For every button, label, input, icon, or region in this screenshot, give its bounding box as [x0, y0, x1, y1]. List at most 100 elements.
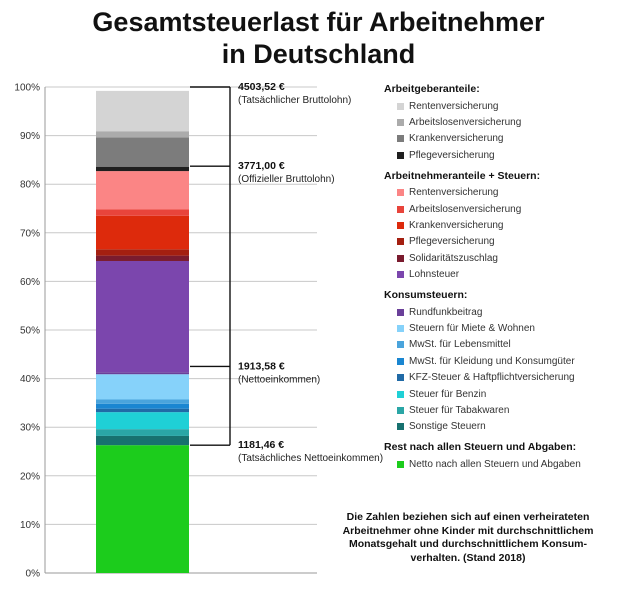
legend-group: Arbeitnehmeranteile + Steuern: Rentenvers…	[384, 169, 634, 283]
legend-swatch	[397, 308, 404, 316]
bar-segment	[96, 399, 189, 404]
legend-item: KFZ-Steuer & Haftpflichtversicherung	[384, 369, 634, 385]
legend-swatch	[397, 254, 404, 262]
annotation-label: (Nettoeinkommen)	[238, 374, 320, 385]
bar-segment	[96, 435, 189, 446]
legend-label: Pflegeversicherung	[409, 236, 495, 248]
bar-segment	[96, 131, 189, 138]
bar-segment	[96, 260, 189, 373]
legend-swatch	[397, 324, 404, 332]
legend-item: Sonstige Steuern	[384, 419, 634, 435]
bar-segment	[96, 445, 189, 573]
y-tick-label: 10%	[20, 520, 40, 531]
y-tick-label: 90%	[20, 131, 40, 142]
legend-item: Krankenversicherung	[384, 217, 634, 233]
legend-item: Steuer für Benzin	[384, 386, 634, 402]
annotation-amount: 1181,46 €	[238, 439, 284, 451]
legend-swatch	[397, 460, 404, 468]
legend-label: Sonstige Steuern	[409, 421, 486, 433]
legend-swatch	[397, 390, 404, 398]
legend-label: Netto nach allen Steuern und Abgaben	[409, 458, 581, 470]
legend-swatch	[397, 135, 404, 143]
legend-label: Solidaritätszuschlag	[409, 252, 498, 264]
legend-item: Pflegeversicherung	[384, 147, 634, 163]
legend: Arbeitgeberanteile: Rentenversicherung Arb…	[384, 82, 634, 477]
legend-swatch	[397, 102, 404, 110]
legend-label: KFZ-Steuer & Haftpflichtversicherung	[409, 372, 575, 384]
legend-swatch	[397, 151, 404, 159]
legend-item: Pflegeversicherung	[384, 234, 634, 250]
legend-item: Steuer für Tabakwaren	[384, 402, 634, 418]
y-tick-label: 60%	[20, 277, 40, 288]
legend-swatch	[397, 238, 404, 246]
legend-item: Arbeitslosenversicherung	[384, 201, 634, 217]
legend-swatch	[397, 406, 404, 414]
legend-swatch	[397, 205, 404, 213]
legend-swatch	[397, 119, 404, 127]
bar-segment	[96, 374, 189, 400]
y-tick-label: 100%	[14, 83, 40, 94]
bar-segment	[96, 372, 189, 375]
legend-label: Rentenversicherung	[409, 100, 499, 112]
legend-item: MwSt. für Lebensmittel	[384, 337, 634, 353]
bar-segment	[96, 429, 189, 436]
bar-segment	[96, 215, 189, 250]
legend-swatch	[397, 341, 404, 349]
legend-item: Arbeitslosenversicherung	[384, 114, 634, 130]
legend-heading: Arbeitnehmeranteile + Steuern:	[384, 169, 541, 182]
legend-label: Steuer für Benzin	[409, 388, 487, 400]
legend-heading: Arbeitgeberanteile:	[384, 83, 480, 95]
bar-segment	[96, 137, 189, 167]
legend-item: Rentenversicherung	[384, 98, 634, 114]
legend-item: Rundfunkbeitrag	[384, 304, 634, 320]
legend-item: MwSt. für Kleidung und Konsumgüter	[384, 353, 634, 369]
y-tick-label: 0%	[26, 569, 41, 580]
annotation-amount: 4503,52 €	[238, 81, 285, 93]
bar-segment	[96, 255, 189, 261]
annotation-label: (Tatsächliches Nettoeinkommen)	[238, 453, 383, 464]
legend-group: Konsumsteuern: Rundfunkbeitrag Steuern für…	[384, 288, 634, 435]
legend-label: Rentenversicherung	[409, 187, 499, 199]
bar-segment	[96, 408, 189, 413]
bar-segment	[96, 166, 189, 172]
bar-segment	[96, 171, 189, 210]
footnote: Die Zahlen beziehen sich auf einen verhe…	[342, 511, 594, 564]
legend-label: Krankenversicherung	[409, 133, 504, 145]
bar-segment	[96, 412, 189, 430]
legend-label: Rundfunkbeitrag	[409, 306, 483, 318]
annotation-amount: 3771,00 €	[238, 160, 285, 172]
legend-item: Netto nach allen Steuern und Abgaben	[384, 456, 634, 472]
legend-swatch	[397, 271, 404, 279]
y-tick-label: 40%	[20, 374, 40, 385]
chart-title-line1: Gesamtsteuerlast für Arbeitnehmer	[92, 7, 545, 37]
legend-label: Pflegeversicherung	[409, 149, 495, 161]
bar-segment	[96, 90, 189, 132]
legend-item: Steuern für Miete & Wohnen	[384, 320, 634, 336]
legend-label: Arbeitslosenversicherung	[409, 117, 522, 129]
bar-segment	[96, 249, 189, 256]
legend-item: Lohnsteuer	[384, 267, 634, 283]
legend-swatch	[397, 374, 404, 382]
y-tick-label: 50%	[20, 326, 40, 337]
legend-group: Arbeitgeberanteile: Rentenversicherung Arb…	[384, 82, 634, 164]
legend-label: Steuer für Tabakwaren	[409, 404, 510, 416]
annotation-label: (Offizieller Bruttolohn)	[238, 174, 335, 185]
legend-item: Solidaritätszuschlag	[384, 250, 634, 266]
annotation-amount: 1913,58 €	[238, 360, 285, 372]
annotation-label: (Tatsächlicher Bruttolohn)	[238, 95, 351, 106]
legend-item: Krankenversicherung	[384, 131, 634, 147]
y-tick-label: 80%	[20, 180, 40, 191]
legend-heading: Konsumsteuern:	[384, 288, 468, 301]
chart-title-line2: in Deutschland	[221, 39, 416, 69]
legend-label: MwSt. für Lebensmittel	[409, 339, 511, 351]
bar-segment	[96, 209, 189, 216]
legend-label: Steuern für Miete & Wohnen	[409, 322, 535, 334]
legend-swatch	[397, 189, 404, 197]
legend-label: Arbeitslosenversicherung	[409, 203, 522, 215]
legend-group: Rest nach allen Steuern und Abgaben: Nett…	[384, 440, 634, 472]
legend-label: Krankenversicherung	[409, 220, 504, 232]
legend-label: Lohnsteuer	[409, 269, 460, 281]
y-tick-label: 20%	[20, 471, 40, 482]
y-tick-label: 30%	[20, 423, 40, 434]
